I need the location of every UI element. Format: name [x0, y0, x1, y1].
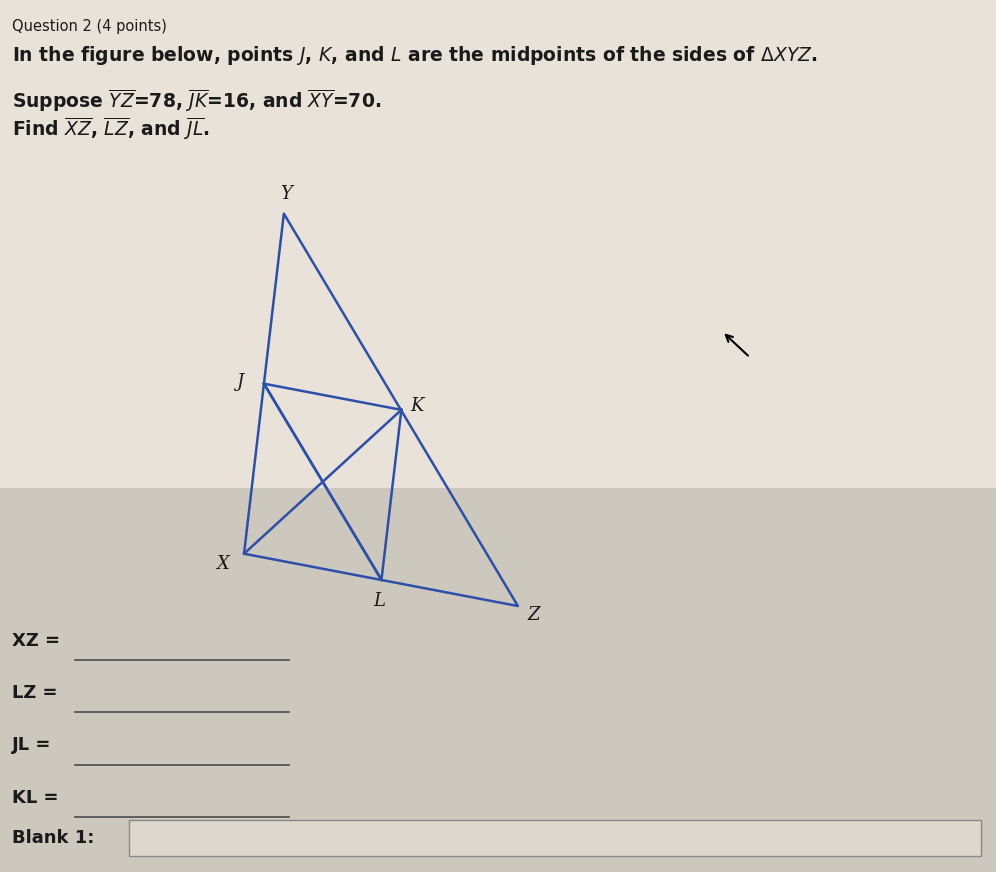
Text: K: K: [410, 398, 424, 415]
Text: Blank 1:: Blank 1:: [12, 829, 95, 847]
Text: XZ =: XZ =: [12, 631, 60, 650]
Text: Z: Z: [528, 606, 540, 623]
Text: J: J: [236, 373, 244, 391]
Text: Suppose $\overline{YZ}$​=​78, $\overline{JK}$​=​16, and $\overline{XY}$​=​70.: Suppose $\overline{YZ}$​=​78, $\overline…: [12, 87, 381, 114]
Text: Y: Y: [280, 186, 292, 203]
FancyBboxPatch shape: [0, 0, 996, 488]
Text: Find $\overline{XZ}$, $\overline{LZ}$, and $\overline{JL}$.: Find $\overline{XZ}$, $\overline{LZ}$, a…: [12, 115, 210, 140]
FancyBboxPatch shape: [129, 820, 981, 856]
Text: KL =: KL =: [12, 788, 59, 807]
Text: JL =: JL =: [12, 736, 52, 754]
Text: In the figure below, points $J$, $K$, and $L$ are the midpoints of the sides of : In the figure below, points $J$, $K$, an…: [12, 44, 818, 66]
Text: X: X: [216, 555, 228, 573]
Text: LZ =: LZ =: [12, 684, 58, 702]
Text: L: L: [374, 592, 385, 610]
Text: Question 2 (4 points): Question 2 (4 points): [12, 19, 166, 34]
